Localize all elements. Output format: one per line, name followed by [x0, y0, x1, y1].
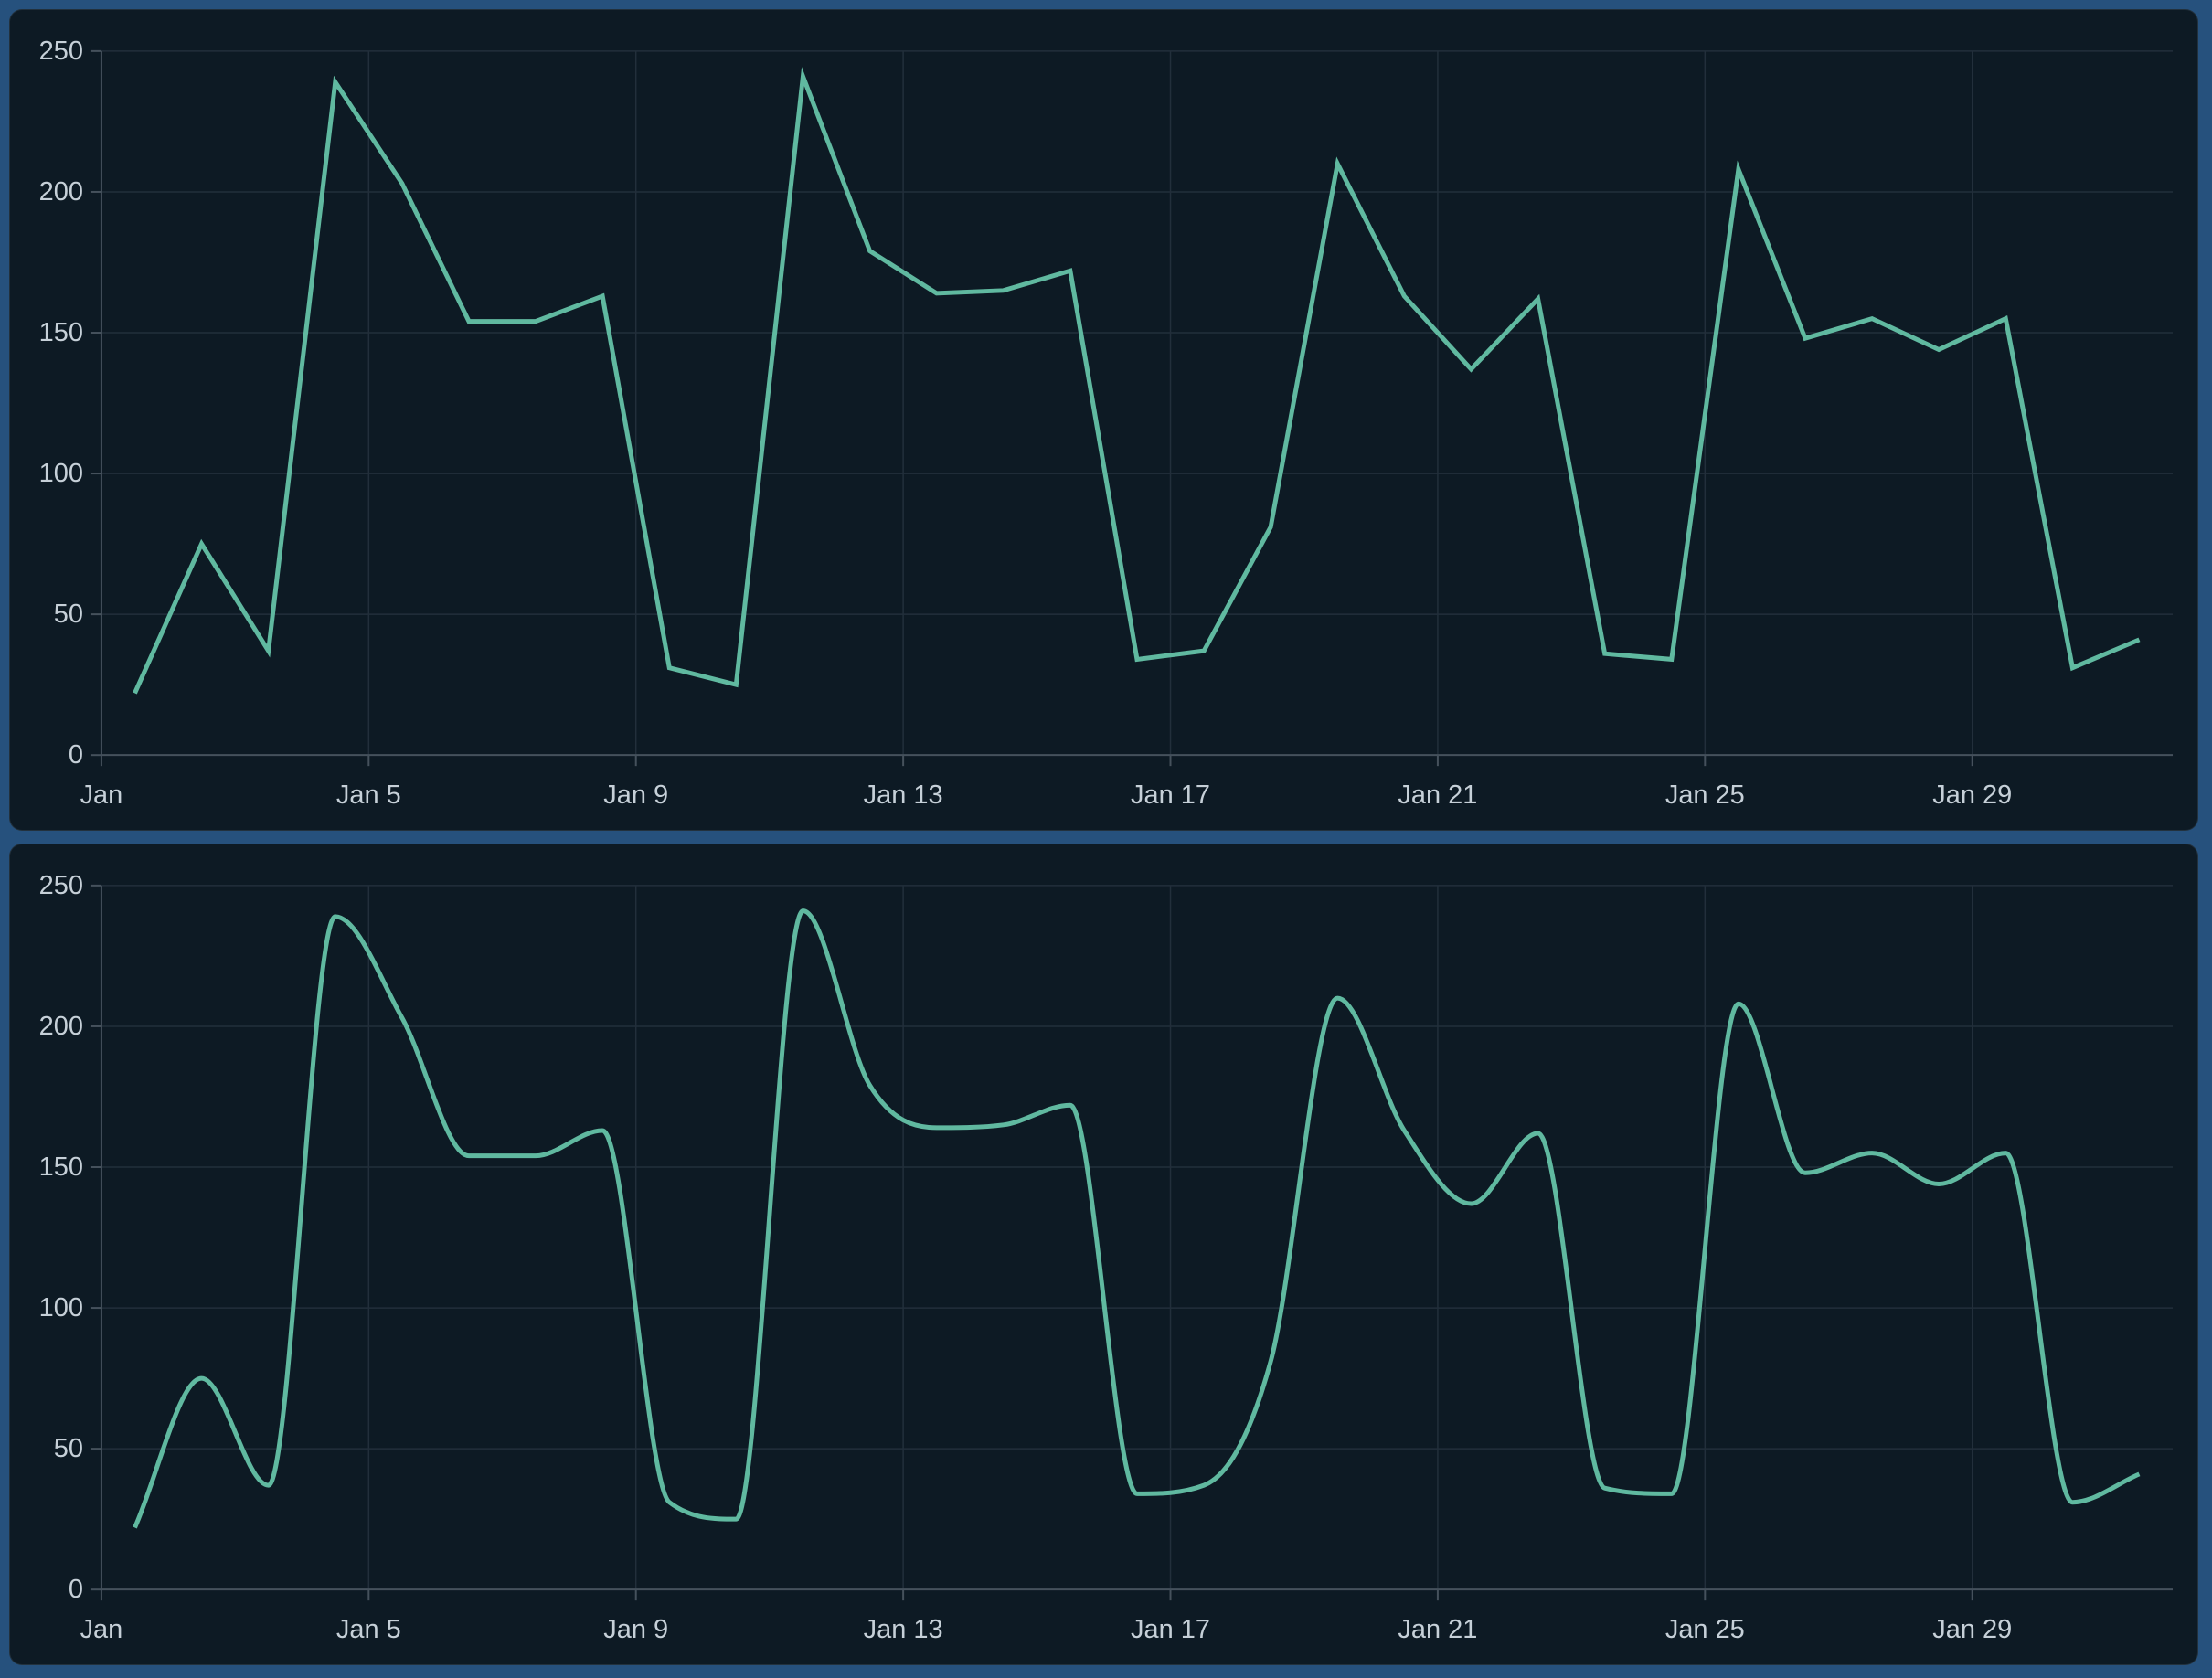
- x-tick-label: Jan: [80, 1615, 123, 1644]
- y-tick-label: 250: [39, 871, 83, 900]
- y-tick-label: 50: [54, 600, 83, 629]
- x-tick-label: Jan 25: [1665, 1615, 1745, 1644]
- x-tick-label: Jan 21: [1398, 1615, 1477, 1644]
- y-tick-label: 150: [39, 1152, 83, 1182]
- x-tick-label: Jan 29: [1932, 781, 2012, 810]
- x-tick-label: Jan 13: [864, 1615, 943, 1644]
- y-tick-label: 100: [39, 1293, 83, 1322]
- y-tick-label: 250: [39, 37, 83, 66]
- plot-area[interactable]: [101, 51, 2173, 755]
- x-tick-label: Jan 9: [603, 781, 668, 810]
- y-tick-label: 200: [39, 1012, 83, 1041]
- y-tick-label: 150: [39, 318, 83, 347]
- x-tick-label: Jan 17: [1131, 781, 1210, 810]
- y-tick-label: 100: [39, 459, 83, 488]
- series-line: [133, 908, 2141, 1529]
- x-tick-label: Jan: [80, 781, 123, 810]
- x-tick-label: Jan 29: [1932, 1615, 2012, 1644]
- x-tick-label: Jan 21: [1398, 781, 1477, 810]
- y-tick-label: 50: [54, 1434, 83, 1463]
- x-tick-label: Jan 5: [336, 781, 401, 810]
- chart-panel-bottom: 0 50 100 150 200 250 Jan Jan 5 Jan 9 Jan 13 Jan 17…: [9, 844, 2198, 1665]
- series-line: [133, 67, 2141, 695]
- x-tick-label: Jan 5: [336, 1615, 401, 1644]
- y-tick-label: 0: [69, 1575, 83, 1604]
- x-tick-label: Jan 13: [864, 781, 943, 810]
- x-tick-label: Jan 25: [1665, 781, 1745, 810]
- line-chart-linear: 0 50 100 150 200 250 Jan Jan 5 Jan 9 Jan 13 Jan 17…: [39, 37, 2174, 810]
- chart-panel-top: 0 50 100 150 200 250 Jan Jan 5 Jan 9 Jan 13 Jan 17…: [9, 9, 2198, 831]
- x-tick-label: Jan 17: [1131, 1615, 1210, 1644]
- plot-area[interactable]: [101, 886, 2173, 1589]
- x-tick-label: Jan 9: [603, 1615, 668, 1644]
- y-tick-label: 0: [69, 740, 83, 770]
- line-chart-smoothed: 0 50 100 150 200 250 Jan Jan 5 Jan 9 Jan 13 Jan 17…: [39, 871, 2174, 1644]
- y-tick-label: 200: [39, 177, 83, 207]
